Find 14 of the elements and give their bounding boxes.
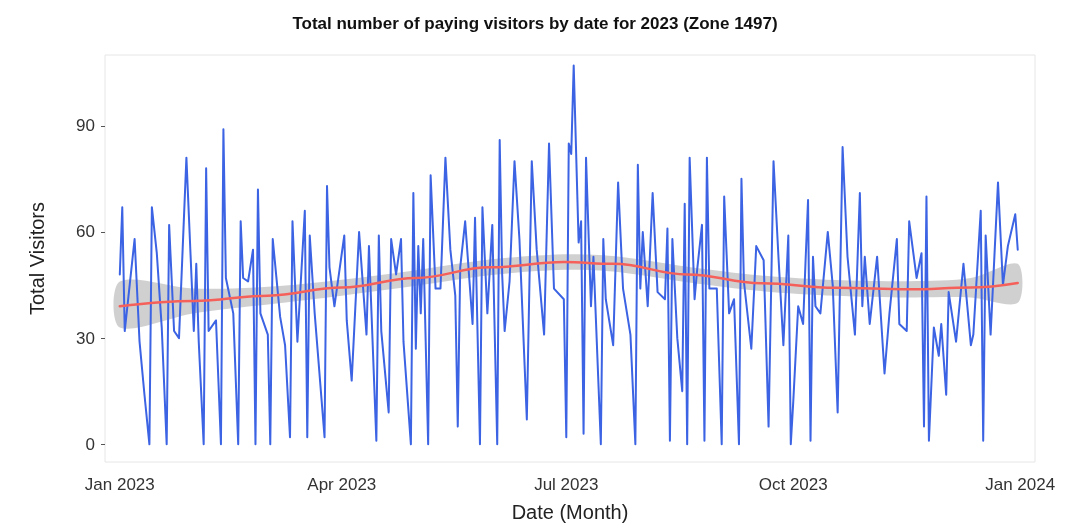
- y-tick-label: 0: [85, 434, 95, 454]
- line-series: [118, 260, 1019, 308]
- y-tick-label: 60: [76, 222, 95, 242]
- chart-title: Total number of paying visitors by date for 2023 (Zone 1497): [292, 14, 778, 33]
- x-tick-label: Jul 2023: [534, 475, 599, 494]
- x-tick-label: Jan 2024: [985, 475, 1056, 494]
- y-tick-label: 90: [76, 116, 95, 136]
- x-tick-label: Apr 2023: [307, 475, 377, 494]
- x-axis-title: Date (Month): [511, 501, 629, 523]
- x-tick-label: Oct 2023: [758, 475, 828, 494]
- line-series: [118, 64, 1019, 446]
- y-axis-title: Total Visitors: [26, 201, 48, 316]
- y-tick-label: 30: [76, 328, 95, 348]
- x-tick-label: Jan 2023: [84, 475, 155, 494]
